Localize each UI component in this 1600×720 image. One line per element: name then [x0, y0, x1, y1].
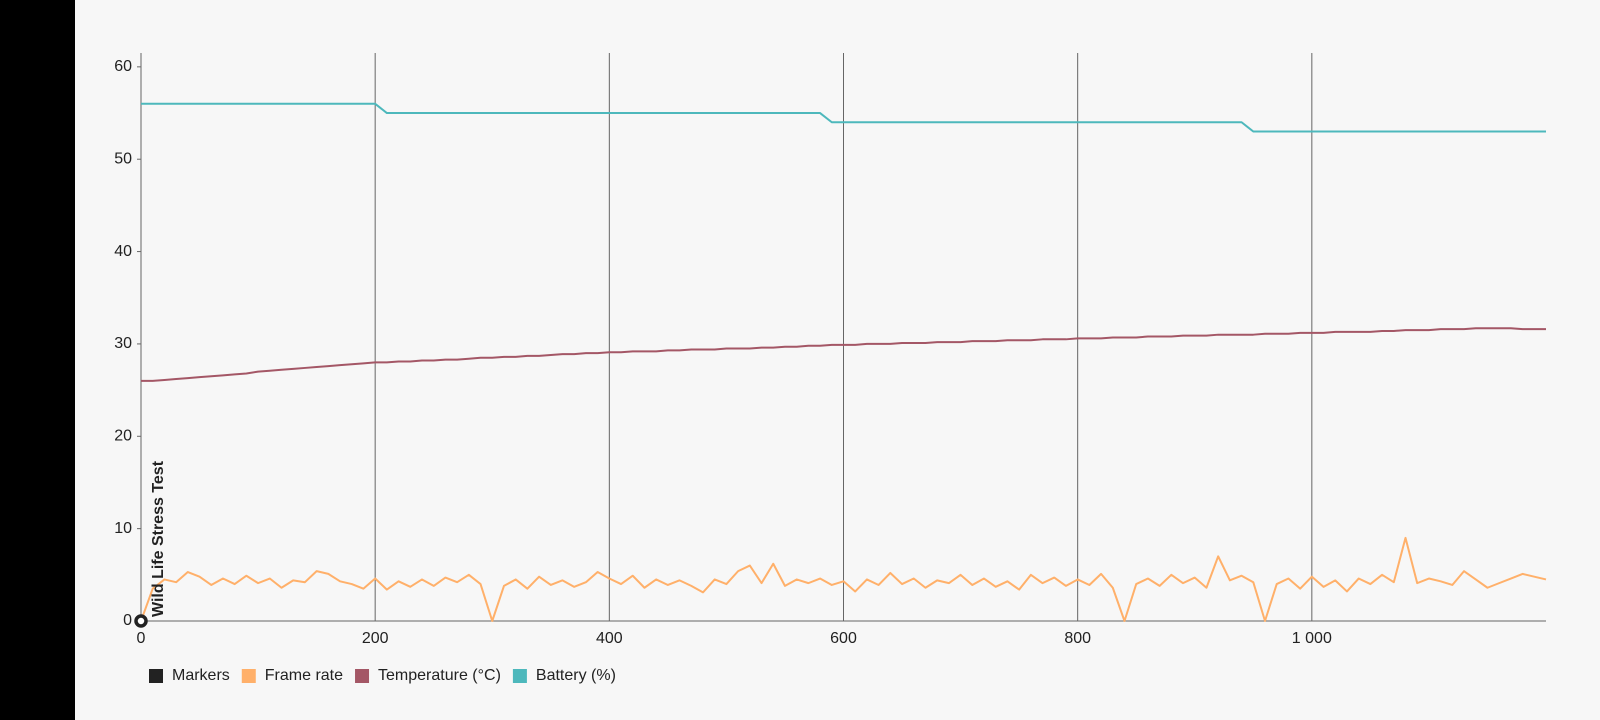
- x-tick-label: 800: [1064, 630, 1091, 647]
- y-tick-label: 60: [114, 58, 132, 75]
- legend-label: Battery (%): [536, 667, 616, 684]
- x-tick-label: 400: [596, 630, 623, 647]
- y-tick-label: 50: [114, 150, 132, 167]
- y-tick-label: 0: [123, 612, 132, 629]
- legend-label: Temperature (°C): [378, 667, 501, 684]
- y-tick-label: 40: [114, 243, 132, 260]
- x-tick-label: 600: [830, 630, 857, 647]
- marker: [134, 614, 148, 628]
- legend-swatch: [241, 669, 256, 683]
- legend-swatch: [355, 669, 370, 683]
- series-line: [140, 536, 1547, 622]
- legend-swatch: [149, 669, 163, 683]
- x-tick-label: 0: [137, 630, 146, 647]
- legend-label: Markers: [172, 667, 230, 684]
- x-tick-label: 1 000: [1292, 630, 1332, 647]
- x-tick-label: 200: [362, 630, 389, 647]
- series-line: [141, 102, 1546, 133]
- y-tick-label: 10: [114, 520, 132, 537]
- y-tick-label: 20: [114, 428, 132, 445]
- side-bar: [0, 0, 75, 720]
- marker-label: Wild Life Stress Test: [150, 460, 167, 617]
- y-tick-label: 30: [114, 335, 132, 352]
- legend-label: Frame rate: [265, 667, 343, 684]
- series-line: [141, 327, 1546, 382]
- legend-swatch: [512, 669, 527, 683]
